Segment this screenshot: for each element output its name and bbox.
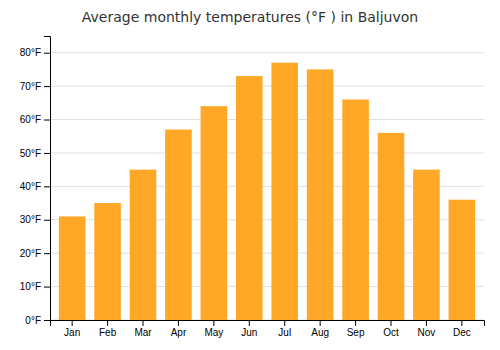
bar bbox=[271, 63, 298, 320]
y-tick: 50°F bbox=[20, 148, 50, 159]
y-tick: 20°F bbox=[20, 248, 50, 259]
x-tick-mark bbox=[249, 320, 250, 326]
y-tick-mark bbox=[44, 153, 50, 154]
plot-area: Jan Feb Mar Apr May Jun Jul Aug Sep Oct Nov Dec 0°F 1… bbox=[20, 37, 485, 339]
x-tick-mark bbox=[355, 320, 356, 326]
y-tick-label: 30°F bbox=[20, 214, 41, 225]
y-tick-label: 0°F bbox=[25, 315, 41, 326]
x-tick-label: Jul bbox=[278, 327, 291, 338]
grid bbox=[50, 53, 484, 320]
x-tick-label: Feb bbox=[99, 327, 117, 338]
y-tick-mark bbox=[44, 120, 50, 121]
x-tick-mark bbox=[72, 320, 73, 326]
chart-svg: Average monthly temperatures (°F ) in Ba… bbox=[0, 0, 500, 350]
x-axis: Jan Feb Mar Apr May Jun Jul Aug Sep Oct Nov Dec bbox=[51, 320, 485, 338]
grid-line bbox=[50, 152, 484, 153]
x-tick-label: Dec bbox=[453, 327, 471, 338]
bar bbox=[342, 99, 369, 320]
bar bbox=[413, 170, 440, 320]
bar bbox=[236, 76, 263, 320]
y-axis-line bbox=[44, 37, 51, 321]
x-tick-label: Apr bbox=[171, 327, 187, 338]
y-tick-label: 60°F bbox=[20, 114, 41, 125]
x-tick-label: May bbox=[204, 327, 223, 338]
y-tick-mark bbox=[44, 320, 50, 321]
x-tick: Jul bbox=[278, 320, 291, 338]
x-tick-label: Mar bbox=[134, 327, 152, 338]
x-tick: Oct bbox=[383, 320, 399, 338]
chart-title: Average monthly temperatures (°F ) in Ba… bbox=[82, 9, 418, 25]
x-tick: Sep bbox=[347, 320, 365, 338]
x-tick-label: Jun bbox=[241, 327, 257, 338]
y-tick-mark bbox=[44, 186, 50, 187]
x-tick-mark bbox=[284, 320, 285, 326]
y-tick-label: 80°F bbox=[20, 47, 41, 58]
y-tick-label: 10°F bbox=[20, 281, 41, 292]
x-tick-mark bbox=[426, 320, 427, 326]
y-tick: 10°F bbox=[20, 281, 50, 292]
x-tick: Jun bbox=[241, 320, 257, 338]
x-tick-mark bbox=[320, 320, 321, 326]
x-tick: Nov bbox=[418, 320, 436, 338]
x-tick-label: Nov bbox=[418, 327, 436, 338]
bar bbox=[59, 216, 86, 320]
x-tick-label: Aug bbox=[311, 327, 329, 338]
x-tick-mark bbox=[461, 320, 462, 326]
y-tick: 70°F bbox=[20, 81, 50, 92]
x-tick-mark bbox=[143, 320, 144, 326]
grid-line bbox=[50, 119, 484, 120]
bars bbox=[59, 63, 475, 320]
bar bbox=[307, 69, 334, 320]
y-tick: 40°F bbox=[20, 181, 50, 192]
y-tick-mark bbox=[44, 53, 50, 54]
bar bbox=[449, 200, 476, 320]
x-tick-mark bbox=[213, 320, 214, 326]
x-tick-label: Sep bbox=[347, 327, 365, 338]
x-axis-line bbox=[51, 321, 485, 327]
y-tick: 80°F bbox=[20, 47, 50, 58]
x-tick: May bbox=[204, 320, 223, 338]
x-tick: Feb bbox=[99, 320, 117, 338]
x-tick-label: Jan bbox=[64, 327, 80, 338]
x-tick: Jan bbox=[64, 320, 80, 338]
x-tick: Dec bbox=[453, 320, 471, 338]
y-tick: 60°F bbox=[20, 114, 50, 125]
y-tick-label: 70°F bbox=[20, 81, 41, 92]
y-tick: 30°F bbox=[20, 214, 50, 225]
y-tick-mark bbox=[44, 220, 50, 221]
y-tick: 0°F bbox=[25, 315, 50, 326]
bar bbox=[130, 170, 157, 320]
grid-line bbox=[50, 86, 484, 87]
bar bbox=[94, 203, 121, 320]
grid-line bbox=[50, 52, 484, 53]
y-axis: 0°F 10°F 20°F 30°F 40°F 50°F 60°F 70°F 80°F bbox=[20, 37, 51, 326]
x-tick: Apr bbox=[171, 320, 187, 338]
x-tick: Mar bbox=[134, 320, 152, 338]
x-tick-label: Oct bbox=[383, 327, 399, 338]
x-tick-mark bbox=[178, 320, 179, 326]
bar bbox=[201, 106, 228, 320]
bar bbox=[165, 130, 192, 320]
x-tick-mark bbox=[107, 320, 108, 326]
chart-container: Average monthly temperatures (°F ) in Ba… bbox=[0, 0, 500, 350]
y-tick-mark bbox=[44, 253, 50, 254]
y-tick-mark bbox=[44, 287, 50, 288]
x-tick-mark bbox=[391, 320, 392, 326]
bar bbox=[378, 133, 405, 320]
y-tick-label: 20°F bbox=[20, 248, 41, 259]
y-tick-label: 50°F bbox=[20, 148, 41, 159]
y-tick-label: 40°F bbox=[20, 181, 41, 192]
x-tick: Aug bbox=[311, 320, 329, 338]
y-tick-mark bbox=[44, 86, 50, 87]
